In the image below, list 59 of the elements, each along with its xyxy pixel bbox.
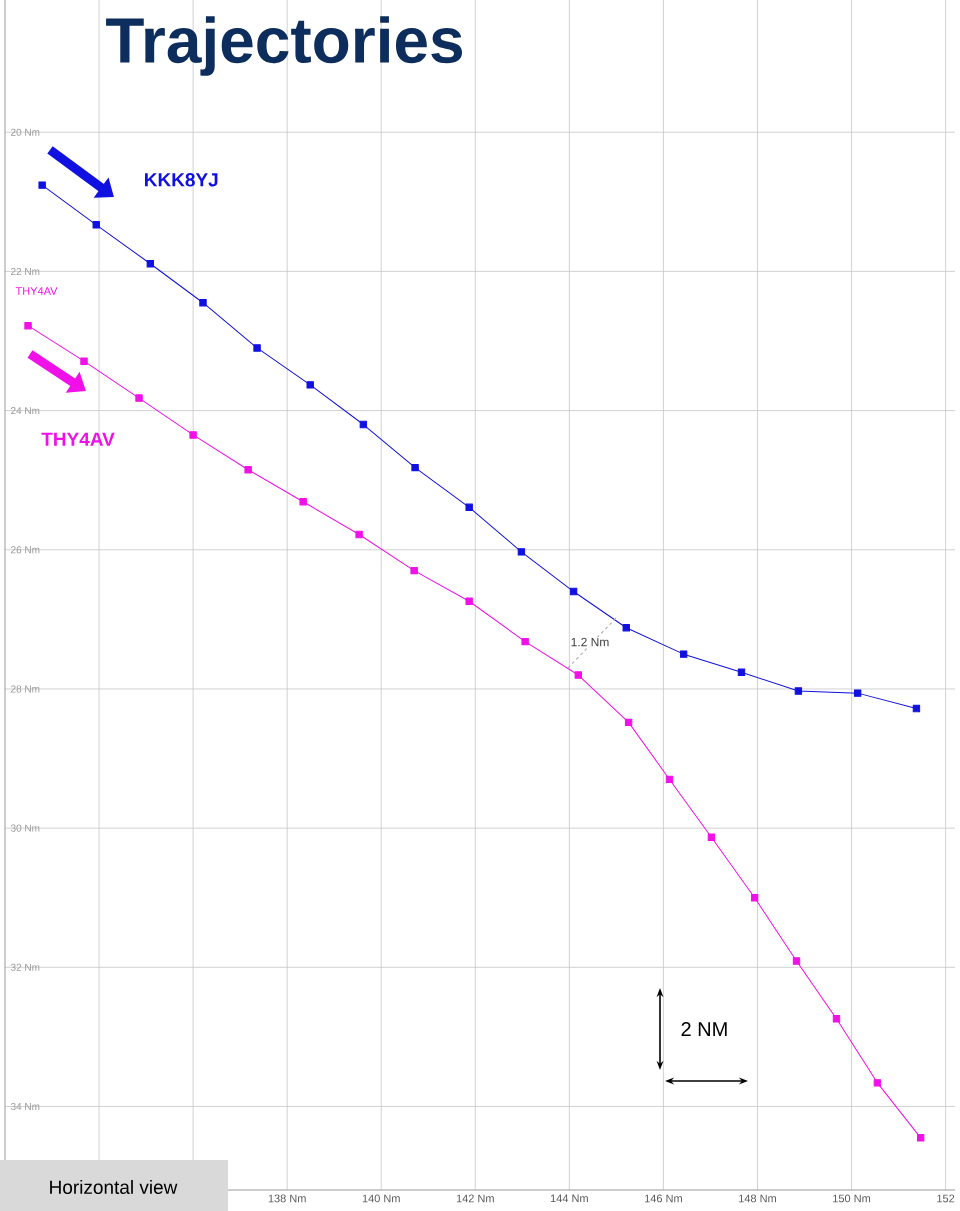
x-tick-label: 140 Nm [362, 1194, 400, 1203]
point [355, 530, 363, 539]
y-tick-label: 24 Nm [11, 407, 40, 415]
point [569, 587, 578, 596]
point [38, 181, 46, 189]
point [146, 260, 155, 268]
annotation: Horizontal view [50, 1180, 178, 1194]
point [299, 498, 307, 506]
x-tick-label: 146 Nm [644, 1194, 682, 1203]
point [737, 668, 746, 676]
x-tick-label: 150 Nm [833, 1194, 871, 1203]
y-tick-label: 34 Nm [10, 1102, 40, 1111]
x-tick-label: 152 [937, 1194, 955, 1203]
series-label: THY4AV [41, 432, 115, 446]
point [359, 420, 368, 429]
point [873, 1079, 882, 1087]
point [622, 624, 630, 632]
point [92, 221, 100, 229]
point [794, 687, 803, 695]
point [912, 704, 921, 713]
point [624, 718, 633, 727]
point [832, 1015, 841, 1023]
x-tick-label: 138 Nm [268, 1194, 306, 1203]
x-tick-label: 144 Nm [550, 1194, 588, 1203]
annotation: 2 NM [681, 1022, 727, 1036]
point [410, 566, 418, 575]
y-tick-label: 32 Nm [10, 963, 40, 971]
y-tick-label: 20 Nm [11, 128, 40, 136]
point [916, 1134, 925, 1142]
point [574, 671, 582, 679]
annotation: THY4AV [15, 287, 58, 295]
legend-label: KKK8YJ [145, 173, 218, 187]
x-tick-label: 148 Nm [739, 1194, 776, 1203]
point [465, 503, 473, 512]
point [24, 321, 32, 330]
y-tick-label: 26 Nm [11, 546, 40, 554]
point [244, 466, 252, 474]
y-tick-label: 22 Nm [11, 267, 40, 275]
chart-title: Trajectories [106, 16, 463, 76]
y-tick-label: 30 Nm [10, 824, 40, 832]
point [189, 431, 197, 439]
point [80, 357, 88, 365]
point [679, 650, 688, 658]
point [253, 344, 261, 352]
point [665, 775, 674, 784]
point [306, 381, 314, 389]
point [521, 637, 529, 646]
point [750, 894, 759, 902]
point [707, 833, 716, 841]
point [517, 548, 526, 556]
point [465, 597, 473, 605]
y-tick-label: 28 Nm [11, 685, 40, 693]
annotation: 1.2 Nm [571, 637, 609, 647]
point [199, 299, 207, 307]
x-tick-label: 142 Nm [456, 1194, 494, 1203]
point [135, 394, 143, 402]
point [411, 463, 419, 472]
point [853, 689, 862, 697]
point [792, 957, 801, 965]
